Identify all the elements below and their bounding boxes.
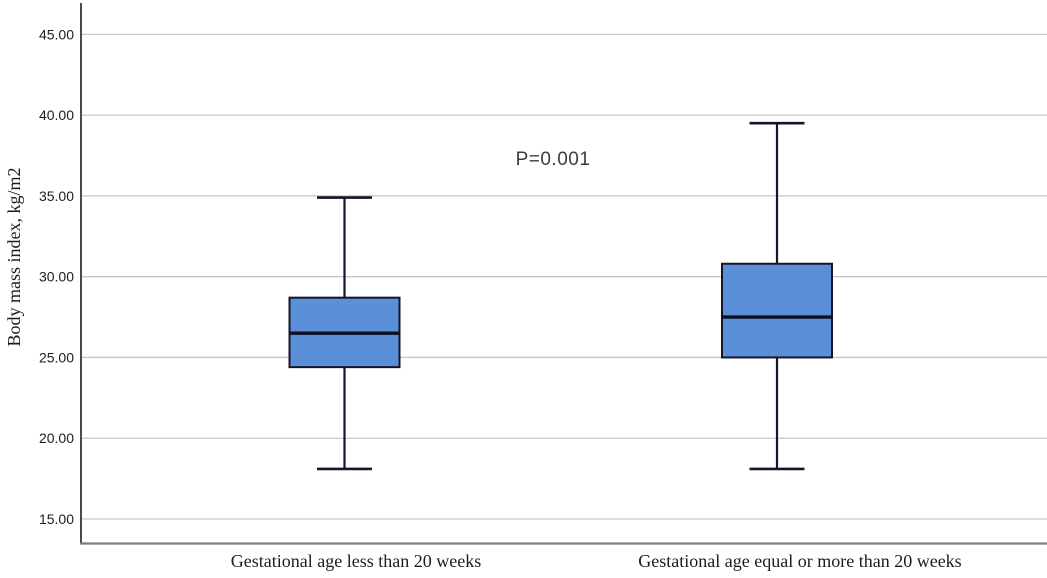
y-axis-title: Body mass index, kg/m2: [4, 168, 24, 347]
y-tick-label: 30.00: [39, 269, 74, 285]
y-tick-label: 45.00: [39, 26, 74, 42]
y-tick-label: 40.00: [39, 107, 74, 123]
p-value-annotation: P=0.001: [516, 149, 591, 170]
y-tick-label: 25.00: [39, 349, 74, 365]
category-label: Gestational age equal or more than 20 we…: [638, 551, 961, 571]
y-tick-label: 20.00: [39, 430, 74, 446]
box-rect: [721, 262, 833, 359]
category-label: Gestational age less than 20 weeks: [231, 551, 481, 571]
y-tick-label: 15.00: [39, 511, 74, 527]
y-tick-label: 35.00: [39, 188, 74, 204]
